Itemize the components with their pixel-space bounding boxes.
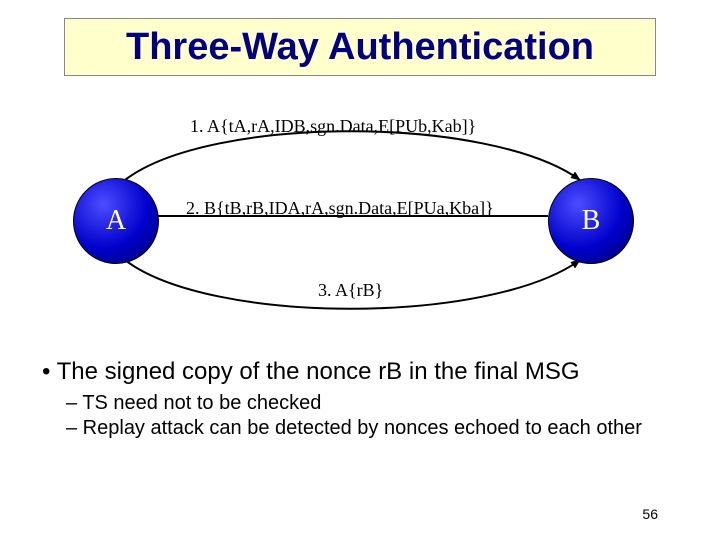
slide-title: Three-Way Authentication (64, 18, 656, 76)
bullet-sub-1: – TS need not to be checked (42, 392, 652, 415)
node-b: B (548, 178, 634, 264)
bullet-block: • The signed copy of the nonce rB in the… (42, 358, 652, 442)
edge-msg1-label: 1. A{tA,rA,IDB,sgn.Data,E[PUb,Kab]} (190, 116, 476, 137)
bullet-main: • The signed copy of the nonce rB in the… (42, 358, 652, 386)
node-a-label: A (106, 205, 126, 237)
diagram-edges (0, 0, 720, 540)
node-a: A (73, 178, 159, 264)
edge-msg1 (125, 131, 580, 180)
edge-msg3-label: 3. A{rB} (318, 280, 383, 301)
node-b-label: B (582, 205, 601, 237)
bullet-sub-2: – Replay attack can be detected by nonce… (42, 417, 652, 440)
slide-title-text: Three-Way Authentication (126, 26, 594, 69)
edge-msg2-label: 2. B{tB,rB,IDA,rA,sgn.Data,E[PUa,Kba]} (186, 198, 494, 219)
page-number: 56 (642, 506, 658, 522)
